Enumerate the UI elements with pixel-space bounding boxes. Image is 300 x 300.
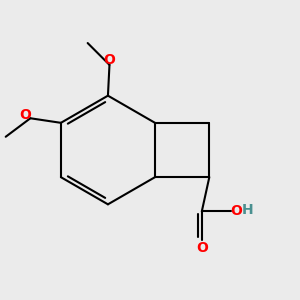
Text: O: O bbox=[230, 204, 242, 218]
Text: H: H bbox=[242, 203, 253, 218]
Text: O: O bbox=[103, 53, 116, 67]
Text: O: O bbox=[196, 241, 208, 255]
Text: O: O bbox=[20, 109, 32, 122]
